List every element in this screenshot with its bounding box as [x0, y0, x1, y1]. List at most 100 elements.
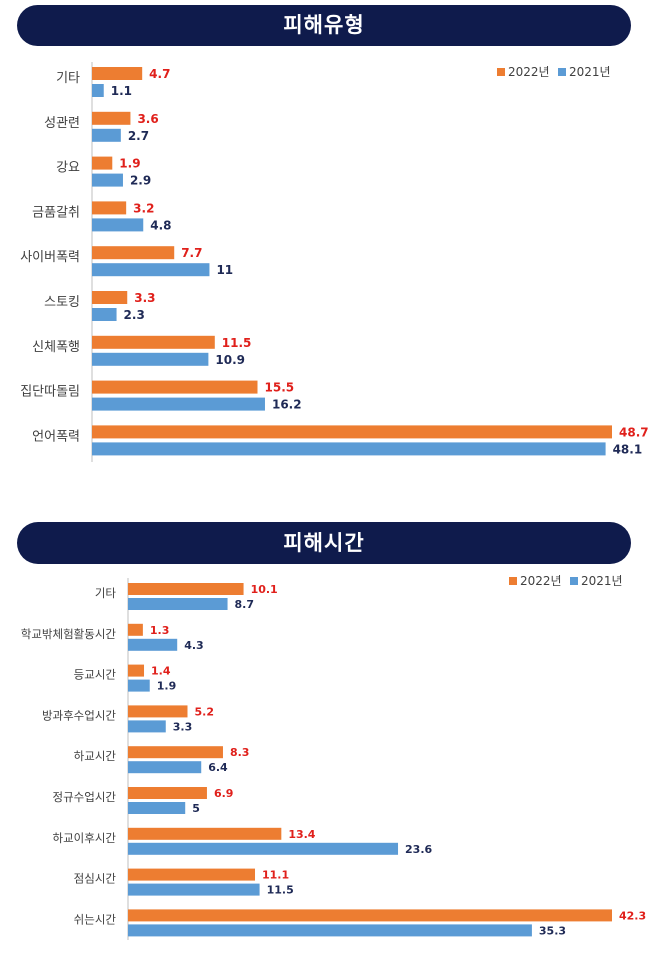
bar-2021: [92, 84, 104, 97]
bar-2021: [128, 679, 150, 692]
category-label: 하교이후시간: [53, 831, 117, 845]
panel-title-damage-time: 피해시간: [17, 522, 631, 564]
value-label-2021: 48.1: [613, 442, 643, 456]
category-label: 기타: [56, 71, 80, 86]
bar-2021: [92, 263, 210, 277]
bar-2022: [128, 746, 223, 759]
bar-2021: [128, 883, 260, 896]
value-label-2022: 4.7: [149, 67, 170, 81]
panel-title-damage-type: 피해유형: [17, 5, 631, 46]
legend-swatch-2022: [509, 577, 517, 585]
bar-2021: [92, 352, 209, 366]
category-label: 학교밖체험활동시간: [21, 627, 117, 641]
bar-2022: [128, 705, 188, 718]
category-label: 스토킹: [44, 295, 80, 310]
category-label: 집단따돌림: [20, 385, 80, 400]
bar-2021: [128, 842, 399, 855]
bar-2022: [128, 623, 143, 636]
value-label-2021: 8.7: [235, 598, 255, 611]
value-label-2022: 3.6: [137, 112, 158, 126]
value-label-2022: 1.3: [150, 624, 170, 637]
bar-2022: [92, 201, 127, 215]
bar-2022: [128, 827, 282, 840]
value-label-2021: 2.9: [130, 174, 151, 188]
bar-2022: [128, 664, 145, 677]
bar-2022: [92, 291, 128, 304]
value-label-2021: 16.2: [272, 398, 302, 412]
category-label: 점심시간: [74, 872, 117, 886]
bar-2022: [92, 335, 215, 349]
value-label-2022: 11.1: [262, 869, 289, 882]
bar-2021: [92, 218, 144, 232]
value-label-2021: 1.1: [111, 84, 132, 98]
bar-2021: [92, 128, 121, 142]
bar-2021: [128, 598, 228, 610]
legend-label-2021: 2021년: [581, 574, 623, 588]
bar-2022: [92, 156, 113, 170]
value-label-2022: 6.9: [214, 787, 234, 800]
bar-2022: [92, 246, 175, 260]
legend-swatch-2021: [570, 577, 578, 585]
value-label-2021: 4.8: [150, 218, 171, 232]
category-label: 기타: [95, 586, 117, 600]
bar-2022: [128, 909, 612, 922]
bar-2021: [128, 761, 202, 774]
category-label: 사이버폭력: [20, 250, 80, 265]
category-label: 강요: [56, 161, 80, 176]
legend-label-2022: 2022년: [508, 65, 550, 79]
value-label-2022: 10.1: [251, 583, 278, 596]
bar-2021: [128, 924, 532, 937]
bar-2021: [128, 720, 166, 733]
value-label-2021: 10.9: [215, 353, 245, 367]
bar-2021: [128, 638, 178, 651]
value-label-2022: 7.7: [181, 246, 202, 260]
value-label-2021: 23.6: [405, 843, 432, 856]
value-label-2021: 11.5: [267, 884, 294, 897]
category-label: 하교시간: [74, 749, 117, 763]
value-label-2022: 5.2: [194, 705, 214, 718]
category-label: 신체폭행: [32, 339, 80, 355]
value-label-2022: 1.4: [151, 665, 171, 678]
category-label: 쉬는시간: [74, 912, 117, 926]
category-label: 등교시간: [74, 668, 117, 682]
value-label-2022: 48.7: [619, 425, 649, 439]
value-label-2021: 2.3: [124, 308, 145, 322]
value-label-2022: 1.9: [119, 157, 140, 171]
legend-swatch-2021: [558, 68, 566, 76]
value-label-2022: 42.3: [619, 909, 646, 922]
bar-2022: [92, 380, 258, 394]
value-label-2021: 11: [216, 263, 233, 277]
value-label-2021: 35.3: [539, 924, 566, 937]
value-label-2021: 4.3: [184, 639, 204, 652]
value-label-2022: 11.5: [222, 336, 252, 350]
value-label-2022: 15.5: [265, 381, 295, 395]
bar-2022: [92, 425, 612, 439]
legend-label-2022: 2022년: [520, 574, 562, 588]
value-label-2021: 6.4: [208, 761, 228, 774]
value-label-2021: 3.3: [173, 720, 193, 733]
value-label-2021: 5: [192, 802, 200, 815]
bar-2022: [92, 111, 131, 125]
value-label-2021: 1.9: [157, 680, 177, 693]
bar-2021: [92, 173, 123, 187]
value-label-2022: 8.3: [230, 746, 250, 759]
bar-2022: [128, 787, 207, 799]
bar-2022: [128, 868, 256, 881]
value-label-2022: 13.4: [288, 828, 315, 841]
bar-2021: [92, 397, 265, 411]
bar-2021: [92, 308, 117, 321]
bar-2021: [92, 442, 606, 456]
legend-swatch-2022: [497, 68, 505, 76]
category-label: 언어폭력: [32, 429, 80, 444]
category-label: 방과후수업시간: [42, 708, 116, 722]
value-label-2021: 2.7: [128, 129, 149, 143]
category-label: 금품갈취: [32, 205, 80, 220]
value-label-2022: 3.3: [134, 291, 155, 305]
category-label: 정규수업시간: [53, 790, 117, 804]
value-label-2022: 3.2: [133, 201, 154, 215]
legend-label-2021: 2021년: [569, 65, 611, 79]
bar-2021: [128, 802, 186, 814]
bar-2022: [92, 67, 143, 80]
